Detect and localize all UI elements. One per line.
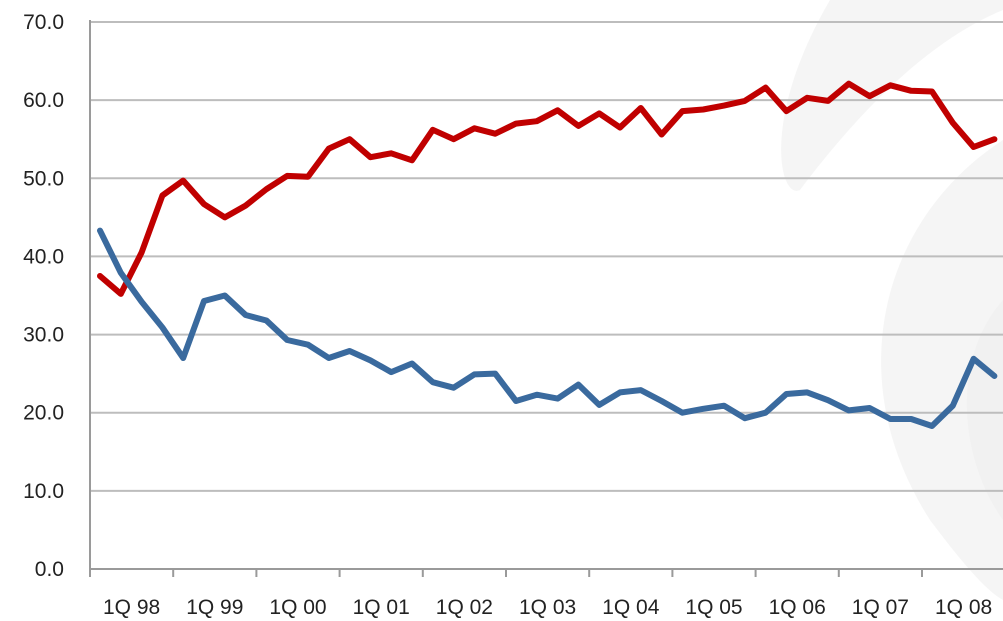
y-tick-label: 10.0 <box>23 480 64 503</box>
series-line-blue <box>97 227 998 429</box>
y-tick-label: 30.0 <box>23 324 64 347</box>
x-tick-label: 1Q 07 <box>852 596 909 619</box>
y-tick-label: 60.0 <box>23 89 64 112</box>
x-tick-label: 1Q 03 <box>519 596 576 619</box>
y-tick-label: 0.0 <box>35 558 64 581</box>
y-tick-labels: 0.0 10.0 20.0 30.0 40.0 50.0 60.0 70.0 <box>23 11 64 581</box>
x-tick-label: 1Q 99 <box>186 596 243 619</box>
x-tick-label: 1Q 01 <box>353 596 410 619</box>
y-tick-label: 20.0 <box>23 402 64 425</box>
x-tick-label: 1Q 98 <box>103 596 160 619</box>
axes <box>89 20 1003 577</box>
series-line-red <box>97 80 998 297</box>
x-tick-label: 1Q 06 <box>769 596 826 619</box>
background-swoosh-decoration <box>781 0 1003 600</box>
y-tick-label: 70.0 <box>23 11 64 34</box>
gridlines <box>90 21 1003 492</box>
x-tick-label: 1Q 08 <box>935 596 992 619</box>
x-tick-labels: 1Q 98 1Q 99 1Q 00 1Q 01 1Q 02 1Q 03 1Q 04 1Q 05… <box>103 596 992 619</box>
x-tick-label: 1Q 04 <box>602 596 660 619</box>
x-tick-label: 1Q 00 <box>269 596 326 619</box>
y-tick-label: 40.0 <box>23 245 64 268</box>
series-lines <box>97 80 998 429</box>
x-tick-label: 1Q 02 <box>436 596 493 619</box>
x-tick-label: 1Q 05 <box>685 596 742 619</box>
y-tick-label: 50.0 <box>23 167 64 190</box>
